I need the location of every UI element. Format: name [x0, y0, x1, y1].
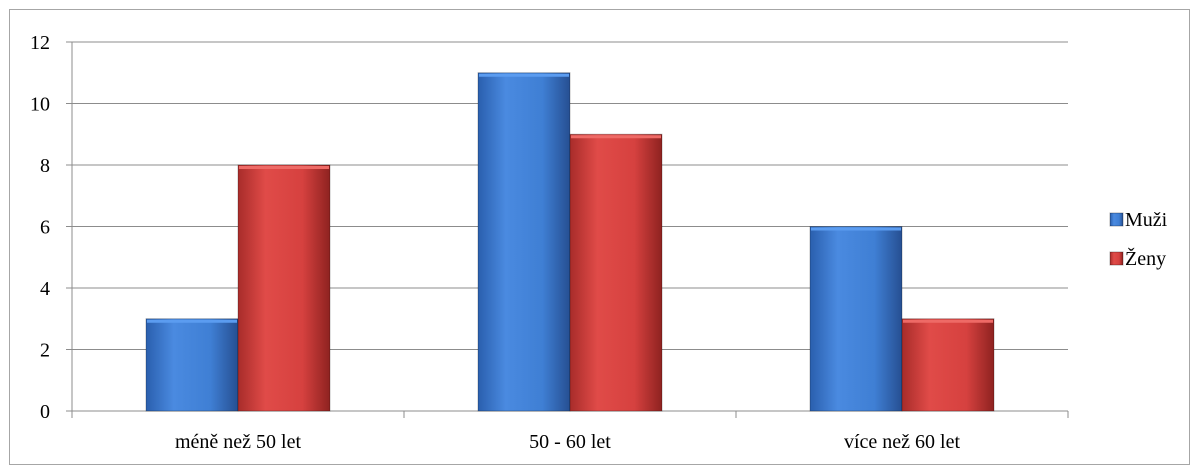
bar-zeny [569, 133, 663, 412]
bar-highlight [479, 73, 569, 77]
legend-swatch [1109, 212, 1124, 227]
category-label: méně než 50 let [175, 431, 301, 453]
bar-highlight [147, 319, 237, 323]
y-tick-label: 8 [40, 155, 50, 177]
axis-labels: 0 2 4 6 8 10 12 méně než 50 let 50 - 60 let více … [30, 32, 960, 453]
bar-muzi [477, 72, 571, 412]
bar-highlight [571, 135, 661, 139]
bar-highlight [239, 166, 329, 169]
legend-swatch [1109, 251, 1124, 266]
y-tick-label: 4 [40, 278, 50, 300]
legend-label: Muži [1125, 209, 1168, 231]
bar-highlight [811, 227, 901, 231]
bar-muzi [809, 226, 903, 412]
bar-muzi [145, 318, 239, 412]
bar-zeny [237, 164, 331, 412]
bars [145, 72, 995, 412]
y-tick-label: 10 [30, 94, 50, 116]
category-label: 50 - 60 let [529, 431, 611, 453]
bar-highlight [903, 319, 993, 323]
y-tick-label: 0 [40, 401, 50, 423]
y-tick-label: 2 [40, 340, 50, 362]
bar-zeny [901, 318, 995, 412]
y-tick-label: 12 [30, 32, 50, 54]
legend: Muži Ženy [1109, 209, 1168, 270]
y-tick-label: 6 [40, 217, 50, 239]
legend-label: Ženy [1125, 247, 1166, 270]
category-label: více než 60 let [844, 431, 960, 453]
